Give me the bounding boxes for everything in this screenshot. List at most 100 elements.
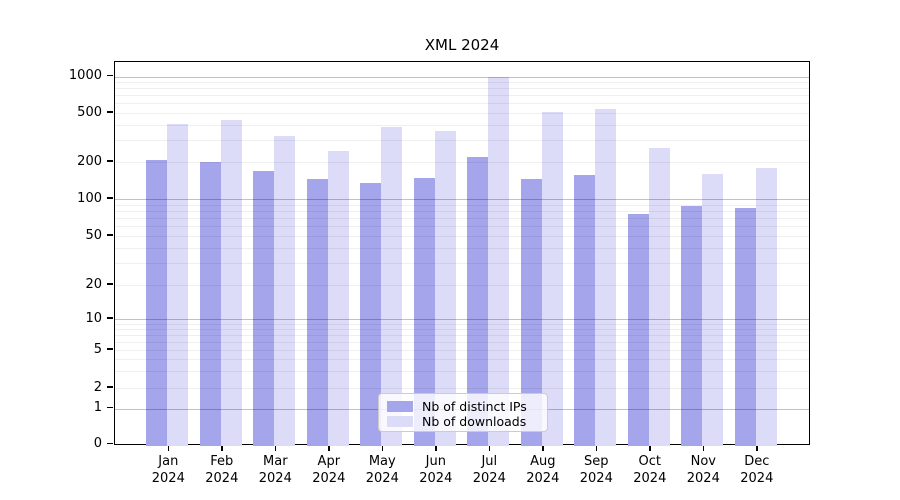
x-tick-label-month: Dec <box>744 454 770 469</box>
x-tick-label: Jan 2024 <box>138 453 198 487</box>
y-tick-mark <box>107 234 113 236</box>
bar-downloads <box>541 112 563 446</box>
bar-downloads <box>488 76 510 446</box>
bar-downloads <box>220 119 242 446</box>
legend-item: Nb of distinct IPs <box>387 399 538 414</box>
bar-downloads <box>381 126 403 446</box>
y-tick-label: 20 <box>85 276 102 292</box>
gridline-minor <box>115 210 809 212</box>
y-tick-mark <box>107 348 113 350</box>
y-tick-label: 50 <box>85 227 102 243</box>
bar-downloads <box>595 108 617 446</box>
gridline-minor <box>115 328 809 330</box>
x-tick-label-year: 2024 <box>312 471 346 486</box>
x-tick-label-month: Apr <box>317 454 341 469</box>
x-tick-label-year: 2024 <box>472 471 506 486</box>
gridline-minor <box>115 204 809 206</box>
gridline-minor <box>115 218 809 220</box>
x-tick-mark <box>328 445 330 451</box>
x-tick-label: Apr 2024 <box>299 453 359 487</box>
x-tick-label-month: Aug <box>530 454 556 469</box>
y-tick-mark <box>107 406 113 409</box>
y-tick-label: 5 <box>93 341 102 357</box>
gridline-major <box>115 319 809 320</box>
y-tick-label: 1 <box>93 400 102 415</box>
gridline-minor <box>115 140 809 142</box>
x-tick-mark <box>274 445 277 451</box>
bar-downloads <box>755 167 777 446</box>
x-tick-label-year: 2024 <box>205 471 239 486</box>
y-tick-mark <box>107 160 113 162</box>
bar-distinct-ips <box>413 177 435 446</box>
y-tick-label: 2 <box>93 379 102 395</box>
bar-distinct-ips <box>627 214 649 446</box>
y-tick-mark <box>107 283 113 285</box>
gridline-minor <box>115 247 809 249</box>
gridline-major <box>115 76 809 78</box>
y-tick-label: 10 <box>85 310 102 326</box>
x-tick-label: Sep 2024 <box>566 453 626 487</box>
x-tick-label: Dec 2024 <box>727 453 787 487</box>
gridline-minor <box>115 263 809 265</box>
gridline-minor <box>115 162 809 163</box>
bar-downloads <box>648 147 670 446</box>
bar-downloads <box>327 150 349 446</box>
bar-distinct-ips <box>520 178 542 446</box>
gridline-minor <box>115 285 809 286</box>
x-tick-label-month: Jun <box>425 454 446 469</box>
gridline-minor <box>115 236 809 237</box>
y-tick-mark <box>107 74 113 77</box>
legend-swatch-distinct-ips <box>387 401 413 412</box>
y-tick-label: 0 <box>93 436 102 451</box>
bar-distinct-ips <box>681 206 703 446</box>
x-tick-label-year: 2024 <box>419 471 453 486</box>
bar-distinct-ips <box>467 156 489 446</box>
bar-downloads <box>274 136 296 446</box>
x-tick-label-month: Jan <box>158 454 179 469</box>
x-tick-label: Nov 2024 <box>673 453 733 487</box>
y-tick-mark <box>107 111 113 113</box>
x-tick-label-year: 2024 <box>258 471 292 486</box>
legend-swatch-downloads <box>387 416 413 427</box>
x-tick-label-month: May <box>368 454 396 469</box>
x-tick-label-year: 2024 <box>740 471 774 486</box>
x-tick-label-year: 2024 <box>633 471 667 486</box>
x-tick-mark <box>435 445 437 451</box>
bar-distinct-ips <box>199 161 221 446</box>
y-tick-label: 500 <box>77 104 102 120</box>
plot-area <box>114 61 810 446</box>
bar-distinct-ips <box>146 160 168 446</box>
gridline-minor <box>115 124 809 126</box>
x-tick-mark <box>649 445 651 451</box>
x-tick-mark <box>542 445 544 451</box>
y-tick-mark <box>107 442 113 445</box>
x-tick-label-year: 2024 <box>365 471 399 486</box>
gridline-minor <box>115 103 809 105</box>
gridline-minor <box>115 334 809 336</box>
x-tick-label: Aug 2024 <box>513 453 573 487</box>
x-tick-label: May 2024 <box>352 453 412 487</box>
y-tick-mark <box>107 386 113 388</box>
x-tick-mark <box>167 445 170 451</box>
legend-label: Nb of distinct IPs <box>422 399 527 414</box>
gridline-minor <box>115 371 809 373</box>
y-tick-label: 100 <box>77 190 102 206</box>
bar-distinct-ips <box>734 207 756 446</box>
x-tick-mark <box>221 445 223 451</box>
bar-distinct-ips <box>360 183 382 446</box>
gridline-minor <box>115 88 809 90</box>
x-tick-mark <box>488 445 491 451</box>
bar-downloads <box>167 124 189 446</box>
x-tick-label-year: 2024 <box>686 471 720 486</box>
gridline-minor <box>115 388 809 389</box>
gridline-minor <box>115 226 809 228</box>
gridline-minor <box>115 350 809 351</box>
x-tick-mark <box>381 445 384 451</box>
x-tick-label-month: Feb <box>210 454 234 469</box>
y-tick-mark <box>107 317 113 319</box>
x-tick-mark <box>595 445 598 451</box>
y-tick-mark <box>107 197 113 199</box>
legend: Nb of distinct IPs Nb of downloads <box>378 393 548 432</box>
x-tick-mark <box>756 445 758 451</box>
